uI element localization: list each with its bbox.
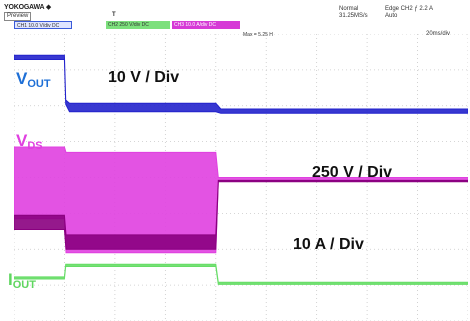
label-vout-scale: 10 V / Div <box>108 69 179 87</box>
mode-label: Preview <box>4 12 31 21</box>
trace-v-out <box>14 55 468 113</box>
plot-traces <box>14 55 468 284</box>
trigger-mode: Auto <box>385 13 397 20</box>
label-vout: VOUT <box>16 69 51 90</box>
brand-logo: YOKOGAWA ◆ <box>4 3 51 11</box>
channel-3-box: CH3 10.0 A/div DC <box>172 21 240 29</box>
channel-1-box: CH1 10.0 V/div DC <box>14 21 72 29</box>
sample-rate: 31.25MS/s <box>339 13 368 20</box>
label-iout: IOUT <box>8 270 36 291</box>
label-iout-scale: 10 A / Div <box>293 236 364 254</box>
trace-i-out <box>14 264 468 284</box>
oscilloscope-plot <box>14 34 468 321</box>
acq-mode: Normal <box>339 6 358 13</box>
trigger-marker: T <box>112 12 116 19</box>
channel-2-box: CH2 250 V/div DC <box>106 21 170 29</box>
trigger-setting: Edge CH2 ƒ 2.2 A <box>385 6 433 13</box>
label-vds: VDS <box>16 131 43 152</box>
label-vds-scale: 250 V / Div <box>312 164 392 182</box>
